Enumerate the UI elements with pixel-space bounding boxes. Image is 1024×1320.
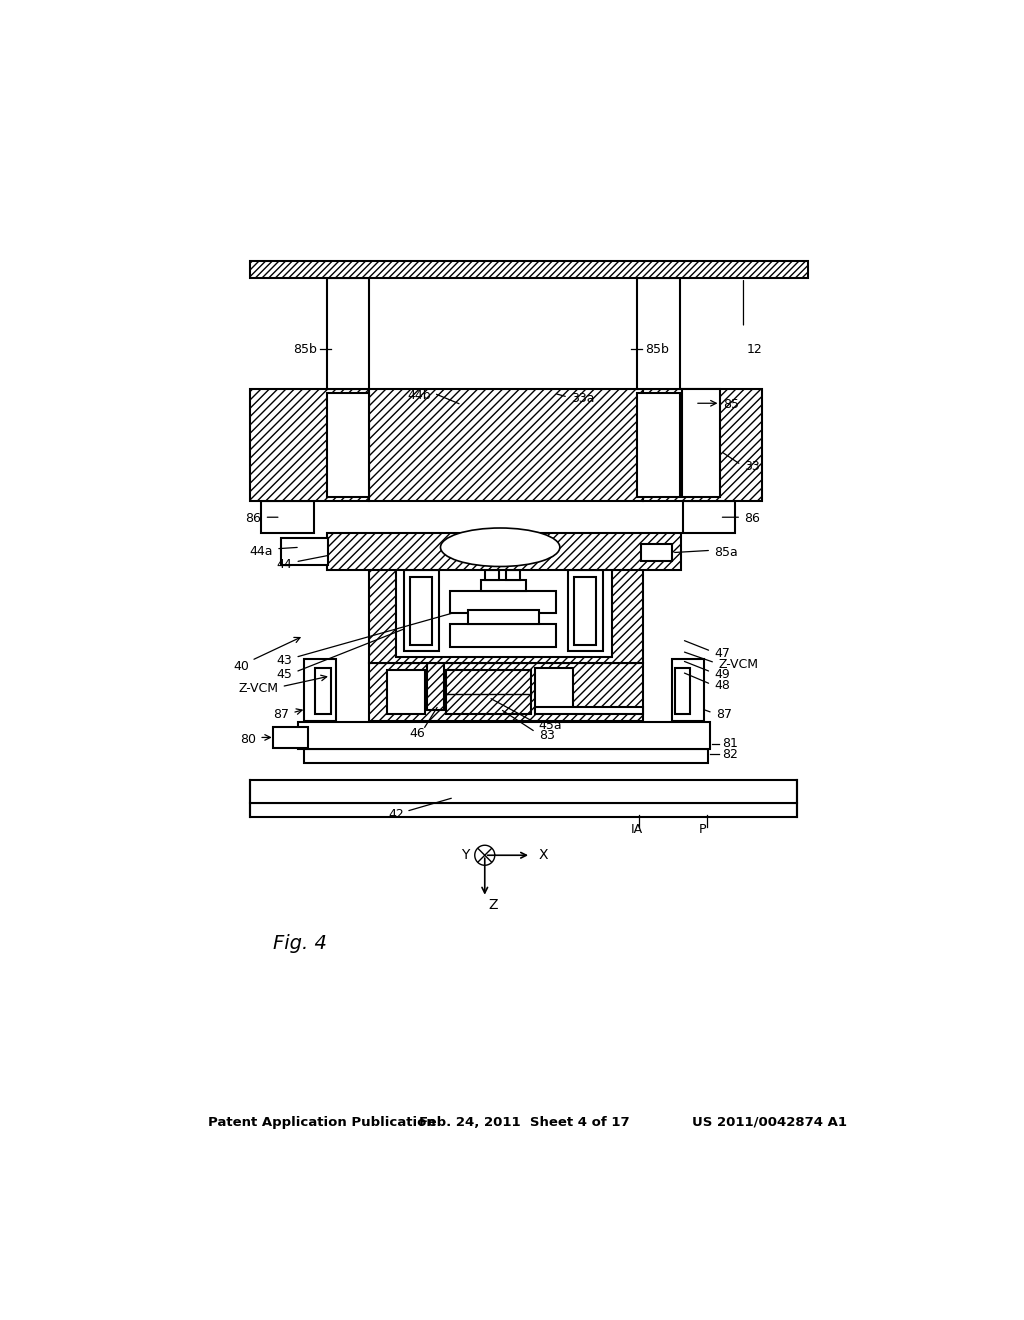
Text: 86: 86 bbox=[744, 512, 760, 525]
Text: Z-VCM: Z-VCM bbox=[718, 657, 758, 671]
Text: 33a: 33a bbox=[571, 392, 595, 405]
Text: 83: 83 bbox=[539, 729, 555, 742]
Bar bbox=[683, 502, 735, 533]
Bar bbox=[327, 277, 370, 389]
Bar bbox=[446, 669, 531, 714]
Text: 80: 80 bbox=[240, 733, 256, 746]
Bar bbox=[637, 393, 680, 498]
Text: Z: Z bbox=[488, 899, 498, 912]
Bar bbox=[643, 389, 762, 502]
Bar bbox=[250, 389, 370, 502]
Text: X: X bbox=[539, 849, 548, 862]
Bar bbox=[568, 570, 602, 651]
Text: 45a: 45a bbox=[539, 718, 562, 731]
Text: 85b: 85b bbox=[645, 343, 669, 356]
Text: 47: 47 bbox=[714, 647, 730, 660]
Text: 44b: 44b bbox=[408, 389, 431, 403]
Bar bbox=[250, 780, 797, 803]
Text: 44: 44 bbox=[276, 557, 292, 570]
Text: 44a: 44a bbox=[250, 545, 273, 557]
Bar bbox=[506, 570, 520, 579]
Text: Y: Y bbox=[461, 849, 469, 862]
Bar bbox=[370, 663, 643, 721]
Bar bbox=[468, 610, 539, 624]
Text: 45: 45 bbox=[276, 668, 292, 681]
Text: Z-VCM: Z-VCM bbox=[239, 681, 279, 694]
Bar bbox=[250, 261, 808, 277]
Bar bbox=[672, 659, 705, 721]
Bar bbox=[281, 539, 329, 565]
Bar bbox=[304, 659, 336, 721]
Bar bbox=[682, 389, 720, 498]
Text: 42: 42 bbox=[388, 808, 404, 821]
Bar bbox=[574, 577, 596, 645]
Bar bbox=[451, 624, 556, 647]
Bar bbox=[370, 552, 643, 663]
Bar bbox=[250, 803, 797, 817]
Bar bbox=[637, 277, 680, 389]
Text: 40: 40 bbox=[233, 660, 249, 673]
Bar bbox=[261, 502, 313, 533]
Text: 33: 33 bbox=[744, 459, 760, 473]
Bar bbox=[396, 557, 611, 657]
Ellipse shape bbox=[440, 528, 560, 566]
Text: 43: 43 bbox=[276, 653, 292, 667]
Text: 86: 86 bbox=[246, 512, 261, 525]
Text: 85b: 85b bbox=[293, 343, 316, 356]
Bar bbox=[304, 748, 708, 763]
Bar bbox=[427, 663, 444, 710]
Text: Fig. 4: Fig. 4 bbox=[273, 935, 327, 953]
Text: IA: IA bbox=[631, 824, 643, 837]
Text: 48: 48 bbox=[714, 680, 730, 693]
Bar bbox=[535, 668, 573, 710]
Bar bbox=[481, 579, 525, 591]
Text: 49: 49 bbox=[714, 668, 730, 681]
Text: US 2011/0042874 A1: US 2011/0042874 A1 bbox=[691, 1115, 847, 1129]
Bar bbox=[327, 533, 681, 570]
Text: 85a: 85a bbox=[714, 546, 738, 560]
Bar bbox=[641, 544, 672, 561]
Bar bbox=[535, 706, 643, 714]
Text: 85: 85 bbox=[724, 399, 739, 412]
Text: 82: 82 bbox=[722, 748, 738, 760]
Text: Feb. 24, 2011  Sheet 4 of 17: Feb. 24, 2011 Sheet 4 of 17 bbox=[420, 1115, 630, 1129]
Bar bbox=[315, 668, 331, 714]
Bar bbox=[370, 389, 643, 502]
Bar bbox=[327, 393, 370, 498]
Bar bbox=[675, 668, 690, 714]
Text: Patent Application Publication: Patent Application Publication bbox=[208, 1115, 435, 1129]
Bar bbox=[484, 570, 499, 579]
Text: 12: 12 bbox=[746, 343, 762, 356]
Text: 87: 87 bbox=[716, 708, 732, 721]
Bar bbox=[298, 722, 711, 748]
Bar bbox=[410, 577, 432, 645]
Text: 81: 81 bbox=[722, 737, 738, 750]
Text: P: P bbox=[698, 824, 707, 837]
Bar bbox=[451, 591, 556, 612]
Bar bbox=[403, 570, 438, 651]
Text: 87: 87 bbox=[273, 708, 289, 721]
Text: 46: 46 bbox=[410, 727, 425, 741]
Bar bbox=[387, 669, 425, 714]
Bar bbox=[273, 726, 307, 748]
